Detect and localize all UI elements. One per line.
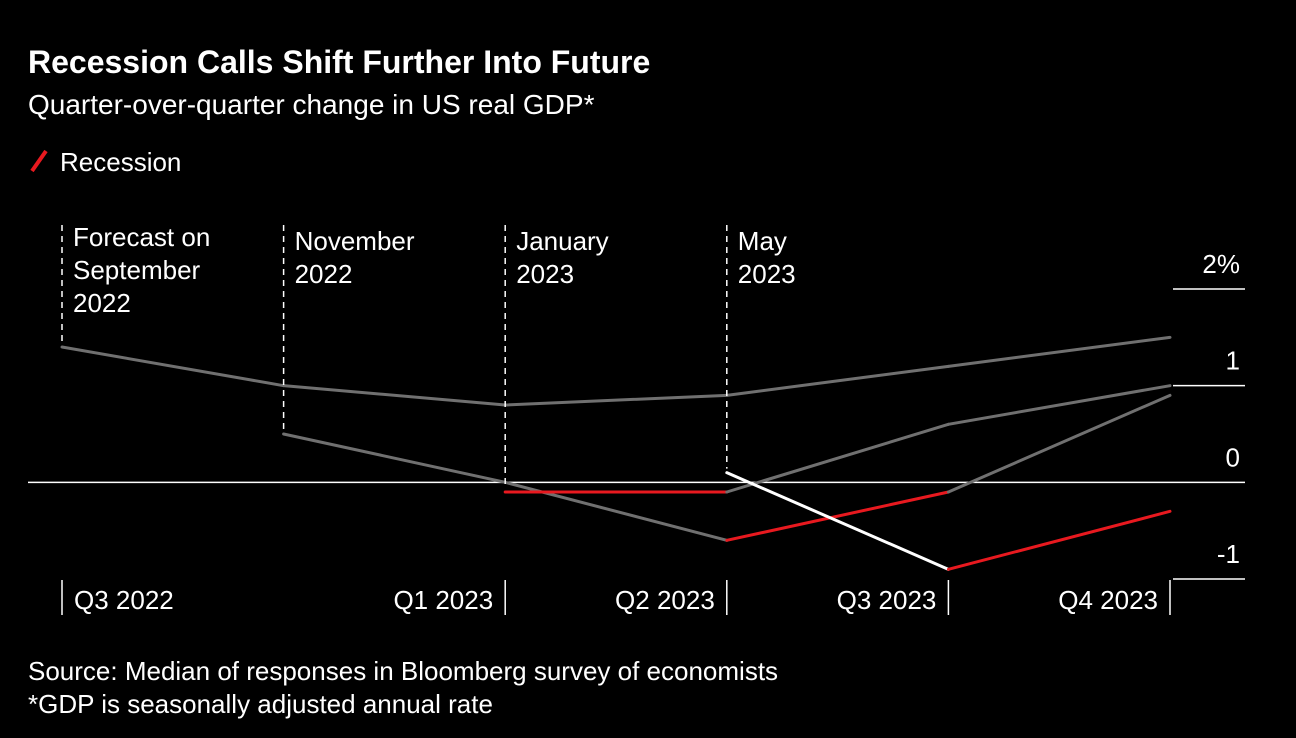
series-segment [725, 364, 950, 397]
legend-swatch [30, 149, 48, 173]
forecast-label: 2022 [295, 259, 353, 289]
recession-segment [725, 490, 950, 542]
recession-segment [946, 509, 1172, 571]
legend-label: Recession [60, 147, 181, 177]
series-segment [503, 393, 729, 407]
forecast-label: Forecast on [73, 222, 210, 252]
forecast-label: September [73, 255, 201, 285]
note: *GDP is seasonally adjusted annual rate [28, 689, 493, 719]
x-tick-label: Q4 2023 [1058, 585, 1158, 615]
forecast-label: 2022 [73, 288, 131, 318]
forecast-label: January [516, 226, 609, 256]
x-tick-label: Q2 2023 [615, 585, 715, 615]
series-segment [946, 393, 1172, 494]
x-tick-label: Q3 2023 [837, 585, 937, 615]
forecast-label: May [738, 226, 787, 256]
y-tick-label: 2% [1202, 249, 1240, 279]
series-segment [725, 422, 950, 494]
source: Source: Median of responses in Bloomberg… [28, 656, 778, 686]
y-tick-label: 1 [1226, 346, 1240, 376]
forecast-label: 2023 [738, 259, 796, 289]
series-segment [60, 345, 286, 388]
series-segment [282, 384, 507, 407]
series-segment [946, 384, 1172, 426]
series-segment [725, 471, 950, 571]
x-tick-label: Q1 2023 [393, 585, 493, 615]
forecast-label: November [295, 226, 415, 256]
x-tick-label: Q3 2022 [74, 585, 174, 615]
chart-subtitle: Quarter-over-quarter change in US real G… [28, 89, 595, 120]
chart-title: Recession Calls Shift Further Into Futur… [28, 44, 650, 80]
series-segment [282, 432, 507, 484]
y-tick-label: 0 [1226, 442, 1240, 472]
y-tick-label: -1 [1217, 539, 1240, 569]
series-segment [946, 335, 1172, 368]
forecast-label: 2023 [516, 259, 574, 289]
